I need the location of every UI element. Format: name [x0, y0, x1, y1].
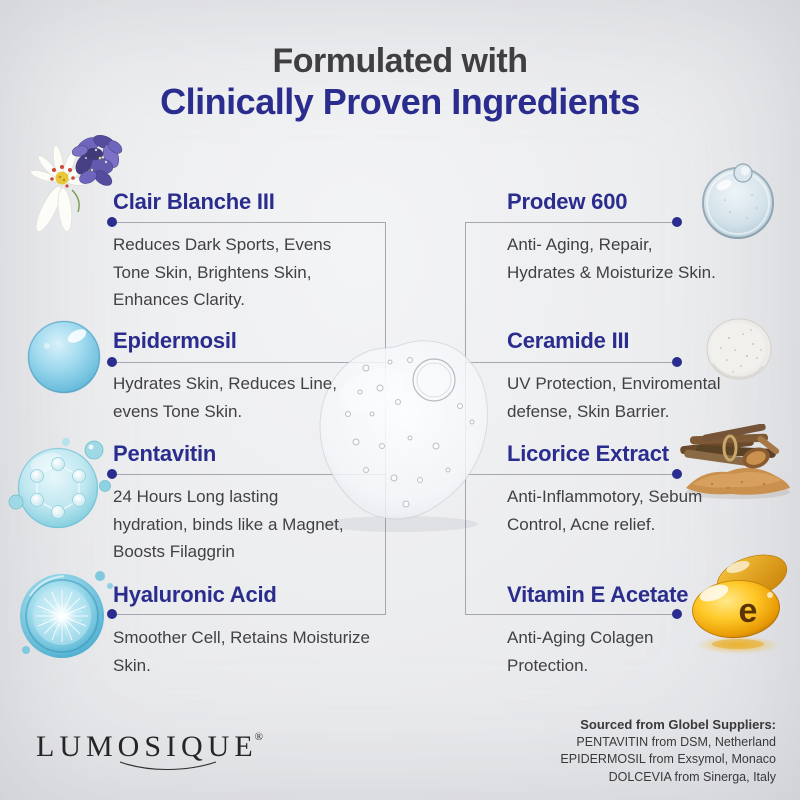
connector-underline [465, 362, 678, 363]
ingredient-item-pentavitin: Pentavitin 24 Hours Long lasting hydrati… [113, 441, 398, 566]
ingredient-description: 24 Hours Long lasting hydration, binds l… [113, 487, 344, 561]
water-sphere-icon [697, 160, 779, 242]
molecule-bubble-icon [8, 436, 112, 534]
ingredient-description: Anti-Inflammotory, Sebum Control, Acne r… [507, 487, 703, 534]
ingredient-description: Anti- Aging, Repair, Hydrates & Moisturi… [507, 235, 716, 282]
sourcing-line: PENTAVITIN from DSM, Netherland [576, 734, 776, 749]
capsule-letter-e: e [739, 592, 758, 630]
connector-dot [672, 357, 682, 367]
iris-flower-icon [12, 120, 124, 235]
connector-underline [112, 362, 386, 363]
connector-underline [465, 222, 678, 223]
ingredient-name: Clair Blanche III [113, 189, 275, 214]
page-title-line1: Formulated with [272, 42, 528, 80]
brand-name: LUMOSIQUE [36, 730, 258, 763]
registered-trademark-icon: ® [254, 731, 264, 743]
connector-dot [672, 609, 682, 619]
ingredient-item-hyaluronic-acid: Hyaluronic Acid Smoother Cell, Retains M… [113, 582, 398, 679]
connector-dot [107, 357, 117, 367]
ingredient-name: Ceramide III [507, 328, 630, 353]
ingredient-description: Anti-Aging Colagen Protection. [507, 628, 654, 675]
connector-underline [112, 474, 386, 475]
connector-underline [112, 614, 386, 615]
connector-dot [107, 609, 117, 619]
licorice-root-icon [672, 423, 794, 502]
page-title-line2: Clinically Proven Ingredients [160, 81, 640, 122]
connector-dot [107, 469, 117, 479]
ingredient-description: Smoother Cell, Retains Moisturize Skin. [113, 628, 370, 675]
ingredient-name: Epidermosil [113, 328, 237, 353]
ingredient-name: Hyaluronic Acid [113, 582, 277, 607]
hyaluronic-sphere-icon [12, 566, 116, 662]
ingredient-description: Reduces Dark Sports, Evens Tone Skin, Br… [113, 235, 332, 309]
logo-swash-icon [118, 759, 218, 773]
vitamin-e-capsule-icon: e [686, 545, 794, 655]
sourcing-line: DOLCEVIA from Sinerga, Italy [608, 769, 776, 784]
ingredient-name: Pentavitin [113, 441, 217, 466]
connector-dot [672, 469, 682, 479]
ingredient-item-clair-blanche: Clair Blanche III Reduces Dark Sports, E… [113, 189, 398, 314]
ingredient-item-prodew-600: Prodew 600 Anti- Aging, Repair, Hydrates… [507, 189, 792, 286]
ingredient-description: Hydrates Skin, Reduces Line, evens Tone … [113, 374, 337, 421]
connector-dot [672, 217, 682, 227]
ingredient-item-ceramide-iii: Ceramide III UV Protection, Enviromental… [507, 328, 792, 425]
connector-underline [465, 614, 678, 615]
ingredient-name: Prodew 600 [507, 189, 628, 214]
water-drop-icon [24, 316, 104, 396]
sourcing-title: Sourced from Globel Suppliers: [580, 717, 776, 732]
ingredient-item-licorice-extract: Licorice Extract Anti-Inflammotory, Sebu… [507, 441, 792, 538]
brand-logo: LUMOSIQUE® [36, 730, 263, 764]
connector-underline [465, 474, 678, 475]
connector-underline [112, 222, 386, 223]
supplier-sourcing-note: Sourced from Globel Suppliers: PENTAVITI… [560, 716, 776, 786]
gel-texture-blob [302, 330, 502, 535]
ingredient-description: UV Protection, Enviromental defense, Ski… [507, 374, 721, 421]
sourcing-line: EPIDERMOSIL from Exsymol, Monaco [560, 752, 776, 766]
ingredient-name: Licorice Extract [507, 441, 669, 466]
ingredient-item-vitamin-e-acetate: Vitamin E Acetate Anti-Aging Colagen Pro… [507, 582, 792, 679]
powder-disc-icon [703, 316, 775, 384]
connector-dot [107, 217, 117, 227]
ingredient-name: Vitamin E Acetate [507, 582, 689, 607]
ingredient-item-epidermosil: Epidermosil Hydrates Skin, Reduces Line,… [113, 328, 398, 425]
